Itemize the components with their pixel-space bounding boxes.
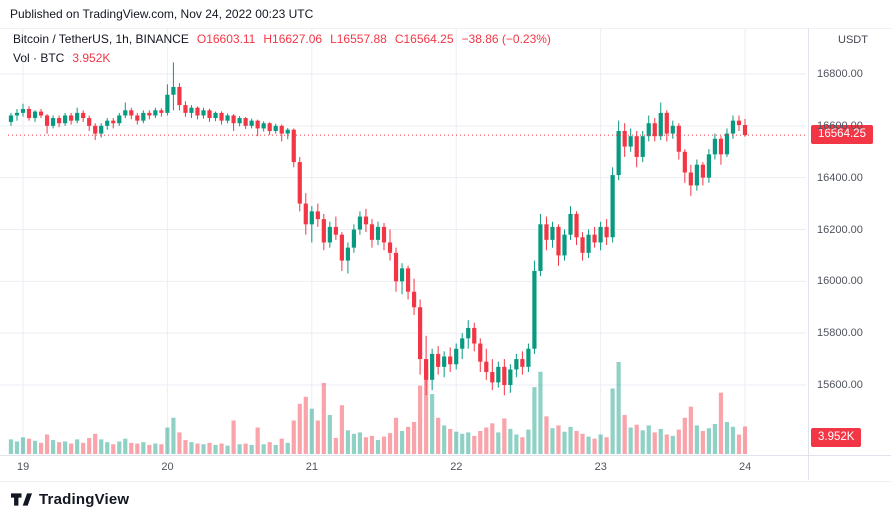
volume-badge[interactable]: 3.952K	[811, 428, 862, 447]
ohlc-close: C16564.25	[394, 32, 454, 46]
time-tick-label: 21	[305, 461, 319, 473]
currency-label: USDT	[838, 34, 868, 46]
chart-canvas[interactable]	[0, 28, 891, 480]
price-tick-label: 15600.00	[817, 379, 863, 391]
symbol-title[interactable]: Bitcoin / TetherUS, 1h, BINANCE	[13, 32, 189, 46]
ohlc-low: L16557.88	[330, 32, 387, 46]
price-tick-label: 16800.00	[817, 68, 863, 80]
price-tick-label: 15800.00	[817, 327, 863, 340]
time-tick-label: 23	[594, 461, 607, 473]
ohlc-high: H16627.06	[263, 32, 323, 46]
time-tick-label: 20	[161, 461, 174, 473]
price-scale[interactable]: USDT 16564.25 3.952K 16800.00 16600.00 164…	[809, 28, 891, 455]
published-bar: Published on TradingView.com, Nov 24, 20…	[0, 0, 891, 29]
price-tick-label: 16000.00	[817, 275, 863, 288]
legend: Bitcoin / TetherUS, 1h, BINANCE O16603.11…	[13, 32, 551, 66]
price-tick-label: 16200.00	[817, 223, 863, 236]
price-tick-label: 16600.00	[817, 119, 863, 132]
time-tick-label: 22	[450, 461, 463, 473]
published-text: Published on TradingView.com, Nov 24, 20…	[10, 7, 314, 21]
last-price-badge[interactable]: 16564.25	[811, 125, 873, 144]
time-tick-label: 19	[17, 461, 30, 473]
tradingview-brand[interactable]: TradingView	[39, 491, 130, 508]
time-tick-label: 24	[739, 461, 752, 473]
volume-label[interactable]: Vol · BTC	[13, 51, 65, 65]
volume-value: 3.952K	[72, 51, 111, 65]
time-scale[interactable]: 19 20 21 22 23 24	[0, 455, 808, 480]
tradingview-logo-icon[interactable]	[11, 491, 32, 508]
ohlc-change: −38.86 (−0.23%)	[461, 32, 551, 46]
ohlc-open: O16603.11	[196, 32, 256, 46]
price-tick-label: 16400.00	[817, 171, 863, 184]
footer: TradingView	[0, 481, 891, 517]
